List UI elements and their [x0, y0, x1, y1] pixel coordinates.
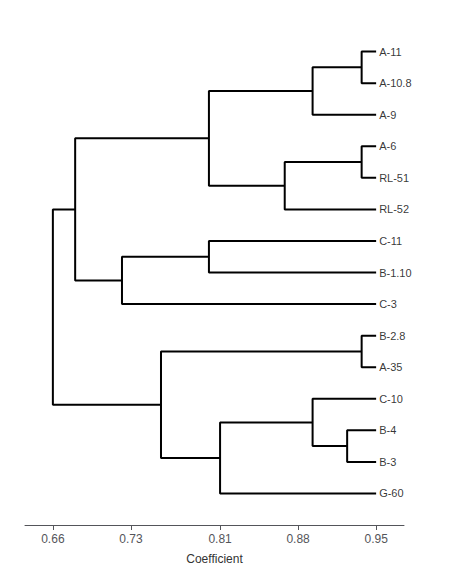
svg-text:C-10: C-10	[379, 393, 403, 405]
svg-text:RL-52: RL-52	[379, 203, 409, 215]
svg-text:A-10.8: A-10.8	[379, 77, 411, 89]
svg-text:Coefficient: Coefficient	[186, 552, 243, 566]
svg-text:C-3: C-3	[379, 298, 397, 310]
svg-text:G-60: G-60	[379, 487, 403, 499]
svg-text:0.73: 0.73	[119, 532, 143, 546]
svg-text:A-6: A-6	[379, 140, 396, 152]
svg-text:C-11: C-11	[379, 235, 402, 247]
svg-text:0.88: 0.88	[286, 532, 310, 546]
svg-text:0.66: 0.66	[41, 532, 65, 546]
svg-text:RL-51: RL-51	[379, 172, 409, 184]
svg-text:B-1.10: B-1.10	[379, 267, 411, 279]
svg-text:B-4: B-4	[379, 424, 396, 436]
svg-text:0.95: 0.95	[364, 532, 388, 546]
svg-text:A-11: A-11	[379, 46, 401, 58]
svg-text:A-9: A-9	[379, 109, 396, 121]
svg-text:B-3: B-3	[379, 456, 396, 468]
svg-text:A-35: A-35	[379, 361, 402, 373]
svg-text:B-2.8: B-2.8	[379, 330, 405, 342]
svg-text:0.81: 0.81	[208, 532, 232, 546]
